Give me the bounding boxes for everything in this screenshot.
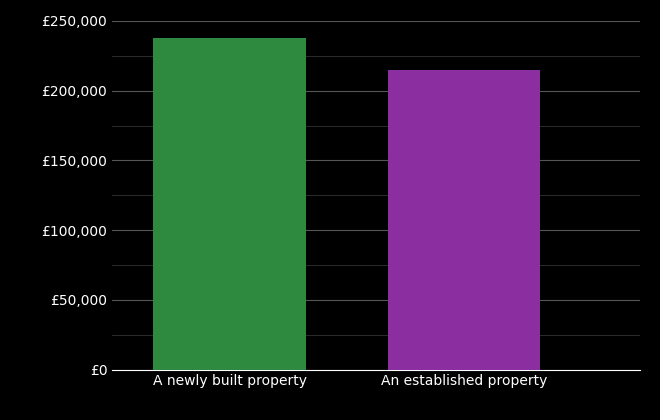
Bar (153, 38, 306, 370)
Bar (388, 70, 541, 370)
